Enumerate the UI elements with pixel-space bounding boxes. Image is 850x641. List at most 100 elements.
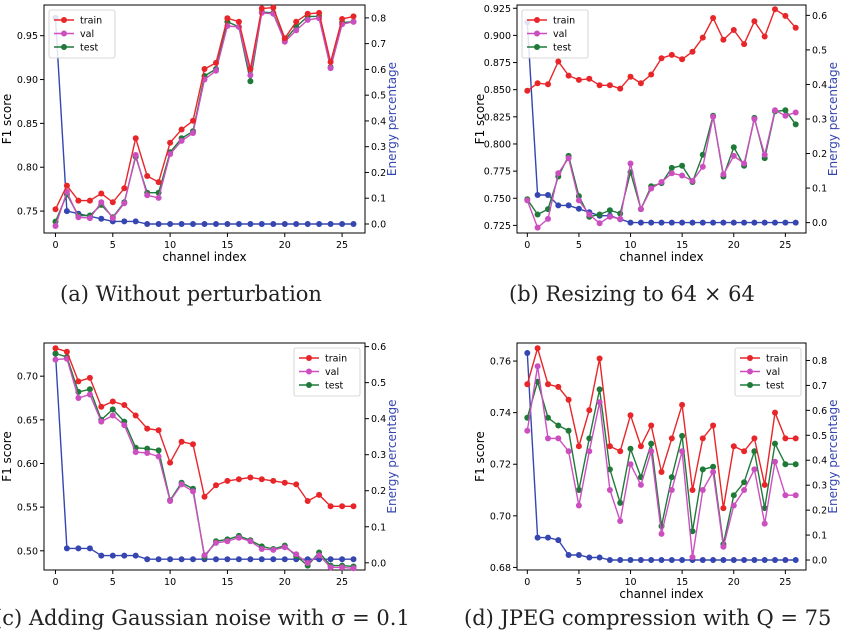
point-train xyxy=(627,73,634,80)
point-val xyxy=(52,356,59,363)
point-val xyxy=(132,152,139,158)
point-val xyxy=(109,215,116,222)
point-train xyxy=(710,422,717,429)
point-val xyxy=(596,399,603,406)
legend-label-test: test xyxy=(325,381,344,392)
y2-tick-label: 0.6 xyxy=(812,11,827,22)
point-test xyxy=(555,422,562,429)
x-tick-label: 15 xyxy=(676,240,688,251)
point-energy xyxy=(772,557,778,563)
y-axis-label: F1 score xyxy=(0,94,14,145)
point-val xyxy=(555,170,562,177)
point-train xyxy=(75,197,82,204)
point-energy xyxy=(339,221,346,227)
point-train xyxy=(575,443,582,450)
y-tick-label: 0.75 xyxy=(17,207,38,218)
point-val xyxy=(98,199,105,206)
point-train xyxy=(316,491,323,498)
point-train xyxy=(658,55,665,62)
point-val xyxy=(627,160,634,167)
point-train xyxy=(586,75,593,82)
point-val xyxy=(679,448,686,455)
point-train xyxy=(247,474,254,481)
y-tick-label: 0.800 xyxy=(484,139,511,150)
x-tick-label: 5 xyxy=(110,577,116,588)
point-val xyxy=(545,435,551,442)
legend-marker-val xyxy=(534,30,540,37)
y2-tick-label: 0.3 xyxy=(371,142,386,153)
point-val xyxy=(304,16,311,23)
point-train xyxy=(751,18,758,25)
point-train xyxy=(751,435,758,442)
point-train xyxy=(144,173,151,179)
legend-marker-val xyxy=(747,368,753,375)
point-train xyxy=(565,396,572,403)
point-test xyxy=(679,432,686,439)
point-val xyxy=(213,67,219,74)
point-train xyxy=(741,41,748,48)
point-val xyxy=(132,449,139,456)
point-train xyxy=(304,498,311,504)
point-energy xyxy=(350,556,357,563)
point-val xyxy=(121,200,128,207)
point-val xyxy=(710,113,717,120)
point-val xyxy=(86,215,93,222)
point-val xyxy=(316,552,323,559)
point-energy xyxy=(155,221,162,227)
point-train xyxy=(86,374,93,381)
point-energy xyxy=(144,221,151,227)
point-train xyxy=(730,443,737,450)
point-energy xyxy=(648,219,655,226)
point-energy xyxy=(121,552,128,559)
point-val xyxy=(699,487,706,493)
point-energy xyxy=(132,552,139,559)
point-train xyxy=(235,18,242,25)
y2-tick-label: 0.5 xyxy=(371,378,386,389)
y2-tick-label: 0.8 xyxy=(812,356,827,367)
point-val xyxy=(555,435,562,442)
point-test xyxy=(606,207,613,214)
point-val xyxy=(637,481,644,488)
point-test xyxy=(617,499,624,506)
point-energy xyxy=(178,556,185,563)
point-energy xyxy=(132,218,139,225)
point-energy xyxy=(555,202,562,209)
x-tick-label: 15 xyxy=(221,240,233,251)
y2-tick-label: 0.0 xyxy=(371,219,386,230)
point-val xyxy=(75,395,82,401)
chart-panel-b: 0 5 10 15 20 25 0.725 0.750 0.775 0.800 0.825 0.850… xyxy=(473,4,840,264)
point-val xyxy=(304,560,311,566)
point-val xyxy=(679,172,686,179)
y-tick-label: 0.70 xyxy=(490,511,511,522)
point-val xyxy=(350,565,357,572)
point-train xyxy=(98,403,105,410)
point-val xyxy=(575,502,582,509)
point-train xyxy=(155,427,162,434)
point-test xyxy=(699,466,706,473)
point-test xyxy=(545,414,551,421)
y-tick-label: 0.55 xyxy=(17,503,38,514)
point-energy xyxy=(741,557,748,563)
point-energy xyxy=(86,545,93,552)
point-train xyxy=(190,441,196,448)
point-val xyxy=(606,487,613,493)
point-energy xyxy=(213,221,219,227)
point-energy xyxy=(167,221,174,227)
x-tick-label: 25 xyxy=(336,240,348,251)
point-test xyxy=(606,466,613,473)
point-train xyxy=(720,505,727,512)
point-val xyxy=(155,194,162,201)
point-energy xyxy=(190,221,196,227)
point-train xyxy=(772,6,778,13)
point-energy xyxy=(565,202,572,209)
point-energy xyxy=(627,219,634,226)
x-tick-label: 0 xyxy=(524,240,530,251)
legend-marker-test xyxy=(747,382,753,388)
point-energy xyxy=(224,221,231,227)
y-tick-label: 0.76 xyxy=(490,357,511,368)
point-test xyxy=(710,463,717,470)
point-train xyxy=(575,76,582,83)
point-energy xyxy=(792,219,799,226)
point-test xyxy=(741,479,748,486)
